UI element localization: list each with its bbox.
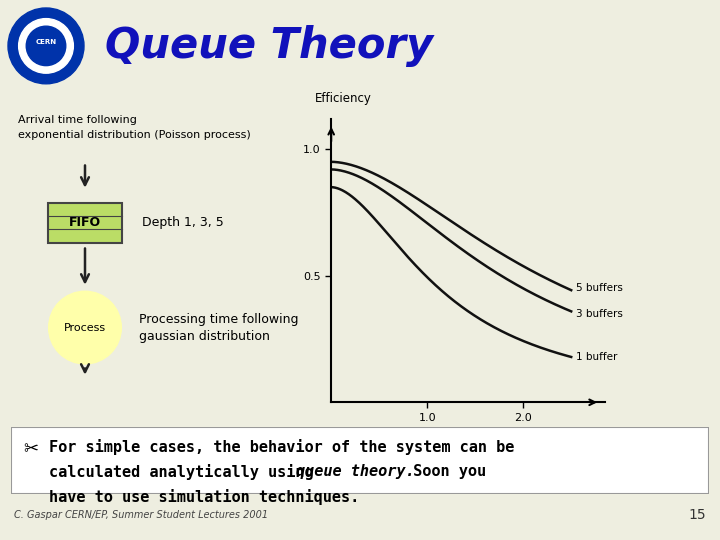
- Text: Queue Theory: Queue Theory: [105, 25, 433, 67]
- Text: calculated analytically using: calculated analytically using: [49, 464, 323, 481]
- Text: Arrival time following: Arrival time following: [18, 114, 137, 125]
- Text: C. Gaspar CERN/EP, Summer Student Lectures 2001: C. Gaspar CERN/EP, Summer Student Lectur…: [14, 510, 269, 520]
- Text: <Processing time>/<Input period>: <Processing time>/<Input period>: [376, 454, 560, 463]
- Text: For simple cases, the behavior of the system can be: For simple cases, the behavior of the sy…: [49, 438, 515, 455]
- Text: Process: Process: [64, 322, 106, 333]
- Circle shape: [26, 26, 66, 66]
- Text: Depth 1, 3, 5: Depth 1, 3, 5: [142, 216, 224, 229]
- Circle shape: [19, 18, 73, 73]
- Text: 5 buffers: 5 buffers: [576, 282, 623, 293]
- Bar: [48, 202, 122, 242]
- Text: 3 buffers: 3 buffers: [576, 309, 623, 319]
- Text: queue theory.: queue theory.: [297, 464, 415, 480]
- Text: ✂: ✂: [23, 440, 38, 458]
- Text: Efficiency: Efficiency: [315, 92, 372, 105]
- Circle shape: [8, 8, 84, 84]
- Circle shape: [49, 292, 121, 363]
- Text: Soon you: Soon you: [404, 464, 486, 480]
- Text: CERN: CERN: [35, 39, 57, 45]
- Text: Processing time following: Processing time following: [139, 313, 299, 326]
- Text: 1 buffer: 1 buffer: [576, 352, 617, 362]
- Text: gaussian distribution: gaussian distribution: [139, 330, 270, 343]
- Text: FIFO: FIFO: [69, 216, 101, 229]
- Text: have to use simulation techniques.: have to use simulation techniques.: [49, 489, 359, 505]
- Text: 15: 15: [688, 508, 706, 522]
- Text: exponential distribution (Poisson process): exponential distribution (Poisson proces…: [18, 130, 251, 140]
